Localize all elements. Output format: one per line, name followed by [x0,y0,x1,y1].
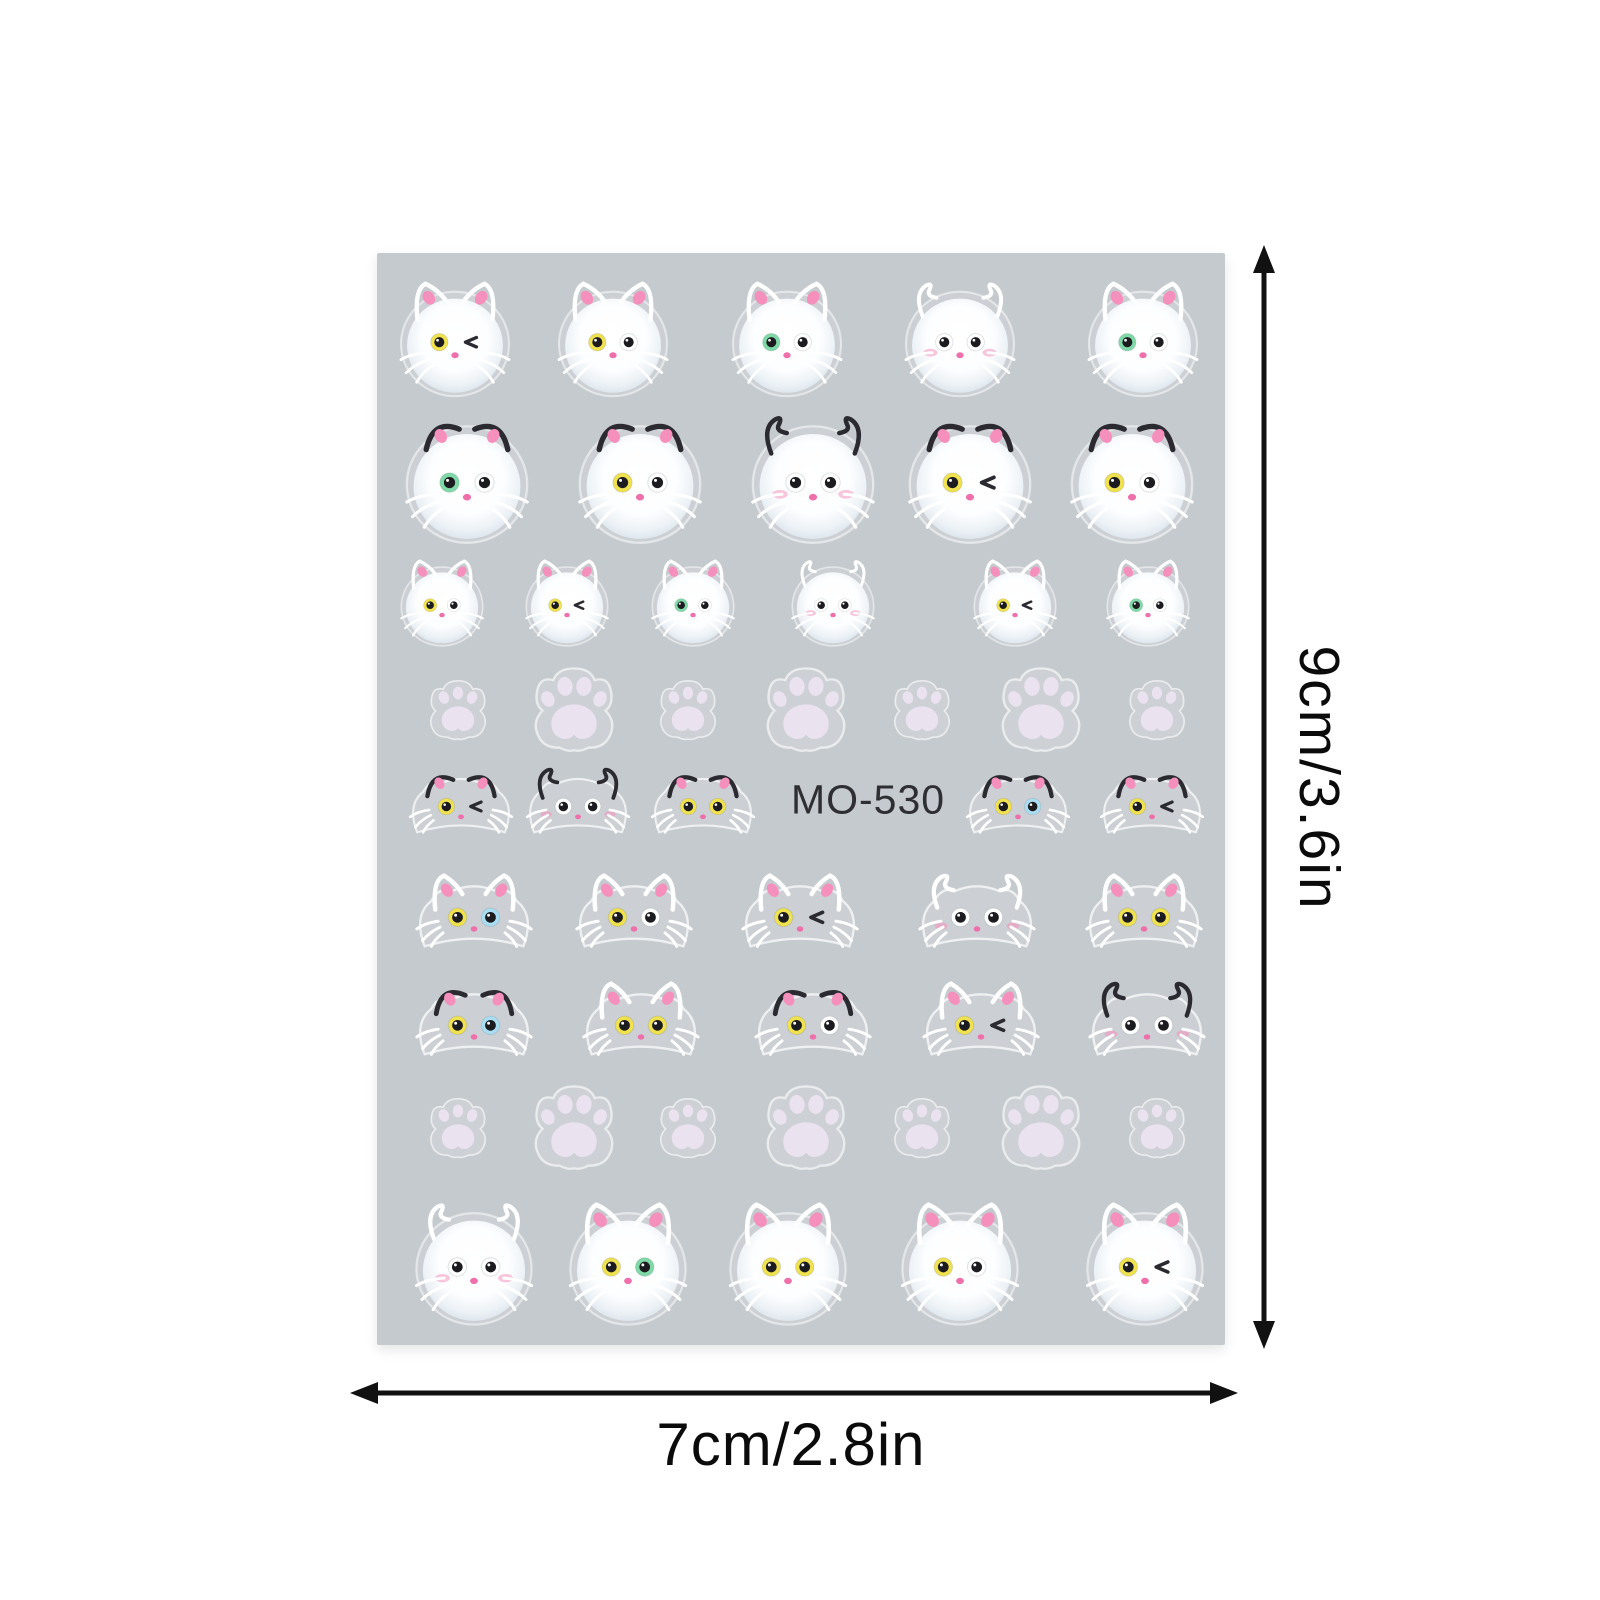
arrow-right-icon [1210,1382,1238,1404]
product-code-label: MO-530 [790,776,946,823]
paw-sticker [1125,677,1189,744]
cat-face-top-sticker [750,973,876,1062]
width-dimension-label: 7cm/2.8in [656,1411,926,1478]
cat-face-sticker [552,269,674,401]
paw-sticker [529,663,619,757]
paw-sticker [656,677,720,744]
cat-face-sticker [1102,550,1194,650]
cat-face-sticker [1082,269,1204,401]
cat-face-top-sticker [1081,865,1207,954]
cat-face-sticker [787,550,879,650]
cat-face-sticker [969,550,1061,650]
cat-face-sticker [723,1189,853,1330]
arrow-up-icon [1253,245,1275,273]
cat-face-top-sticker [522,760,634,839]
paw-sticker [761,1081,851,1175]
cat-face-top-sticker [914,865,1040,954]
cat-face-top-sticker [411,973,537,1062]
cat-face-sticker [396,550,488,650]
cat-face-sticker [394,269,516,401]
cat-face-top-sticker [411,865,537,954]
cat-face-sticker [1080,1189,1210,1330]
paw-sticker [761,663,851,757]
paw-sticker [1125,1095,1189,1162]
cat-face-top-sticker [1096,760,1208,839]
cat-face-sticker [745,401,881,549]
height-dimension-label: 9cm/3.6in [1287,645,1351,911]
cat-face-sticker [647,550,739,650]
paw-sticker [996,663,1086,757]
sticker-sheet: MO-530 [377,253,1225,1345]
paw-sticker [996,1081,1086,1175]
cat-face-top-sticker [737,865,863,954]
cat-face-top-sticker [1084,973,1210,1062]
paw-sticker [656,1095,720,1162]
cat-face-top-sticker [578,973,704,1062]
cat-face-sticker [563,1189,693,1330]
cat-face-sticker [902,401,1038,549]
cat-face-top-sticker [405,760,517,839]
cat-face-sticker [895,1189,1025,1330]
cat-face-sticker [399,401,535,549]
paw-sticker [426,677,490,744]
cat-face-sticker [572,401,708,549]
arrow-left-icon [350,1382,378,1404]
cat-face-sticker [726,269,848,401]
arrow-down-icon [1253,1321,1275,1349]
cat-face-top-sticker [647,760,759,839]
cat-face-top-sticker [571,865,697,954]
paw-sticker [890,1095,954,1162]
cat-face-top-sticker [962,760,1074,839]
height-dimension-arrow [1253,245,1275,1349]
cat-face-top-sticker [918,973,1044,1062]
paw-sticker [890,677,954,744]
cat-face-sticker [1064,401,1200,549]
paw-sticker [426,1095,490,1162]
paw-sticker [529,1081,619,1175]
width-dimension-arrow [350,1382,1238,1404]
cat-face-sticker [409,1189,539,1330]
cat-face-sticker [899,269,1021,401]
cat-face-sticker [521,550,613,650]
